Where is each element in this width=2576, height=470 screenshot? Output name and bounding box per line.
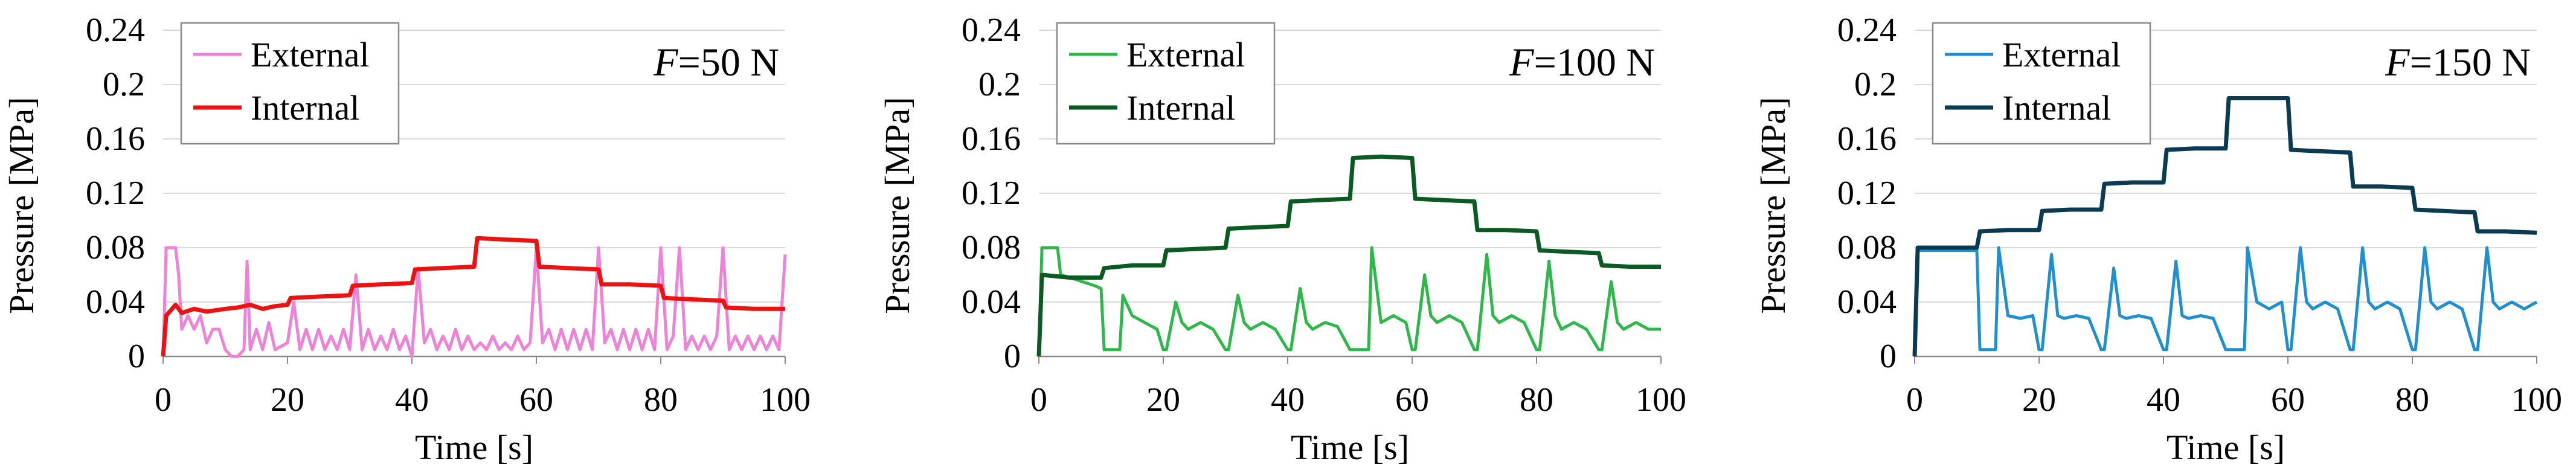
x-axis-label: Time [s] [415, 428, 533, 467]
force-symbol: F [653, 40, 678, 85]
y-tick-label: 0.12 [86, 175, 145, 212]
y-tick-label: 0.2 [978, 66, 1021, 103]
x-tick-label: 80 [644, 381, 678, 419]
y-tick-label: 0.24 [86, 11, 145, 49]
x-tick-label: 100 [760, 381, 811, 419]
legend-label: Internal [1126, 88, 1235, 127]
legend-label: Internal [2002, 88, 2111, 127]
x-tick-label: 20 [1146, 381, 1180, 419]
y-tick-label: 0.2 [1854, 66, 1897, 103]
y-tick-label: 0.08 [86, 229, 145, 266]
x-tick-label: 20 [2022, 381, 2056, 419]
legend-label: Internal [251, 88, 359, 127]
y-tick-label: 0 [128, 338, 145, 375]
x-tick-label: 40 [395, 381, 429, 419]
x-axis-label: Time [s] [2166, 428, 2285, 467]
force-symbol: F [2385, 40, 2410, 85]
y-tick-label: 0 [1004, 338, 1021, 375]
y-tick-label: 0.08 [962, 229, 1021, 266]
x-tick-label: 100 [1636, 381, 1686, 419]
force-annotation: F=150 N [2385, 40, 2531, 85]
x-tick-label: 40 [2147, 381, 2180, 419]
series-line-internal [161, 236, 785, 357]
force-value: =50 N [678, 40, 779, 85]
x-tick-label: 100 [2511, 381, 2562, 419]
y-tick-label: 0.04 [962, 283, 1021, 321]
x-tick-label: 60 [1395, 381, 1429, 419]
force-value: =150 N [2410, 40, 2531, 85]
x-tick-label: 20 [271, 381, 304, 419]
y-tick-label: 0.08 [1837, 229, 1897, 266]
series-line-external [1913, 246, 2538, 357]
force-annotation: F=100 N [1509, 40, 1655, 85]
force-annotation: F=50 N [653, 40, 779, 85]
x-tick-label: 80 [1520, 381, 1553, 419]
x-tick-label: 0 [1906, 381, 1923, 419]
y-tick-label: 0.16 [962, 120, 1021, 158]
chart-panel-3: 0 0.04 0.08 0.12 0.16 0.2 0.24 0 20 40 60 80 100 Time… [1752, 0, 2576, 470]
legend-label: External [251, 35, 369, 74]
y-tick-label: 0.16 [1837, 120, 1897, 158]
series-line-external [161, 246, 787, 358]
y-axis-label: Pressure [MPa] [1753, 97, 1793, 314]
y-tick-label: 0.04 [1837, 283, 1897, 321]
y-tick-label: 0.12 [962, 175, 1021, 212]
legend-box [1932, 22, 2151, 145]
x-tick-label: 0 [155, 381, 172, 419]
x-tick-label: 60 [519, 381, 553, 419]
x-tick-label: 0 [1030, 381, 1047, 419]
y-tick-label: 0.2 [103, 66, 145, 103]
series-line-external [1037, 246, 1661, 357]
chart-panel-1: 0 0.04 0.08 0.12 0.16 0.2 0.24 0 20 40 60 80 100 Time… [0, 0, 859, 470]
chart-svg-2: 0 0.04 0.08 0.12 0.16 0.2 0.24 0 20 40 60 80 100 Time… [878, 11, 1686, 467]
chart-panel-2: 0 0.04 0.08 0.12 0.16 0.2 0.24 0 20 40 60 80 100 Time… [876, 0, 1735, 470]
x-axis-label: Time [s] [1291, 428, 1409, 467]
force-value: =100 N [1534, 40, 1655, 85]
legend-box [180, 22, 400, 145]
chart-svg-3: 0 0.04 0.08 0.12 0.16 0.2 0.24 0 20 40 60 80 100 Time… [1753, 11, 2562, 467]
legend-label: External [1126, 35, 1245, 74]
y-tick-label: 0.04 [86, 283, 145, 321]
legend-label: External [2002, 35, 2121, 74]
y-axis-label: Pressure [MPa] [878, 97, 917, 314]
x-tick-label: 40 [1271, 381, 1305, 419]
y-tick-label: 0.24 [1837, 11, 1897, 49]
force-symbol: F [1509, 40, 1534, 85]
series-line-internal [1912, 96, 2537, 357]
legend-box [1056, 22, 1276, 145]
y-tick-label: 0 [1880, 338, 1897, 375]
series-line-internal [1036, 154, 1661, 357]
x-tick-label: 60 [2271, 381, 2305, 419]
chart-svg-1: 0 0.04 0.08 0.12 0.16 0.2 0.24 0 20 40 60 80 100 Time… [2, 11, 811, 467]
y-tick-label: 0.12 [1837, 175, 1897, 212]
x-tick-label: 80 [2395, 381, 2429, 419]
y-axis-label: Pressure [MPa] [2, 97, 41, 314]
y-tick-label: 0.24 [962, 11, 1021, 49]
y-tick-label: 0.16 [86, 120, 145, 158]
